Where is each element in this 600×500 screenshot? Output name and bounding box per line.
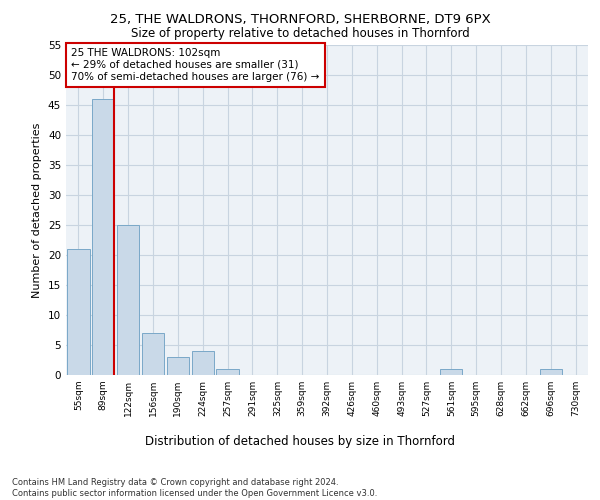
Bar xyxy=(440,369,463,375)
Text: 25 THE WALDRONS: 102sqm
← 29% of detached houses are smaller (31)
70% of semi-de: 25 THE WALDRONS: 102sqm ← 29% of detache… xyxy=(71,48,320,82)
Bar xyxy=(539,369,562,375)
Bar xyxy=(92,99,115,375)
Text: Contains HM Land Registry data © Crown copyright and database right 2024.
Contai: Contains HM Land Registry data © Crown c… xyxy=(12,478,377,498)
Bar xyxy=(117,225,139,375)
Bar xyxy=(67,249,89,375)
Text: Size of property relative to detached houses in Thornford: Size of property relative to detached ho… xyxy=(131,28,469,40)
Bar xyxy=(142,333,164,375)
Bar xyxy=(191,351,214,375)
Y-axis label: Number of detached properties: Number of detached properties xyxy=(32,122,43,298)
Text: Distribution of detached houses by size in Thornford: Distribution of detached houses by size … xyxy=(145,435,455,448)
Bar xyxy=(217,369,239,375)
Bar xyxy=(167,357,189,375)
Text: 25, THE WALDRONS, THORNFORD, SHERBORNE, DT9 6PX: 25, THE WALDRONS, THORNFORD, SHERBORNE, … xyxy=(110,12,490,26)
